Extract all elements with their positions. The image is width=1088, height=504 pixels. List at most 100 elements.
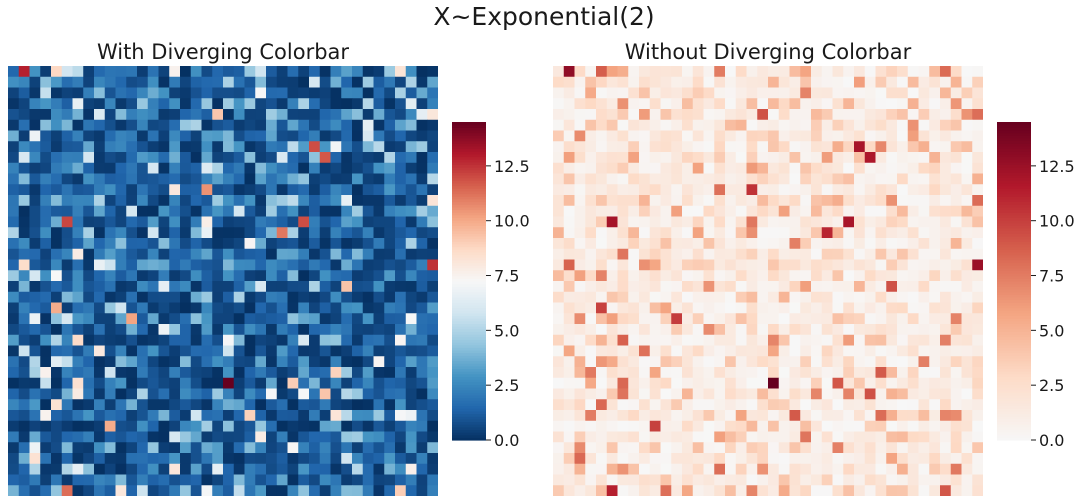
heatmap-cell bbox=[94, 227, 106, 239]
heatmap-cell bbox=[158, 119, 170, 131]
heatmap-cell bbox=[746, 76, 758, 88]
heatmap-cell bbox=[180, 313, 192, 325]
heatmap-cell bbox=[628, 119, 640, 131]
heatmap-cell bbox=[266, 367, 278, 379]
heatmap-cell bbox=[29, 420, 41, 432]
heatmap-cell bbox=[201, 195, 213, 207]
heatmap-cell bbox=[875, 453, 887, 465]
heatmap-cell bbox=[233, 420, 245, 432]
heatmap-cell bbox=[29, 66, 41, 78]
heatmap-cell bbox=[864, 420, 876, 432]
heatmap-cell bbox=[811, 270, 823, 282]
heatmap-cell bbox=[223, 291, 235, 303]
heatmap-cell bbox=[596, 87, 608, 99]
heatmap-cell bbox=[83, 119, 95, 131]
heatmap-cell bbox=[972, 463, 983, 475]
heatmap-cell bbox=[929, 216, 941, 228]
heatmap-cell bbox=[40, 453, 52, 465]
heatmap-cell bbox=[158, 367, 170, 379]
heatmap-cell bbox=[585, 66, 597, 78]
heatmap-cell bbox=[972, 334, 983, 346]
heatmap-cell bbox=[671, 66, 683, 78]
heatmap-cell bbox=[18, 291, 30, 303]
heatmap-cell bbox=[405, 238, 417, 250]
heatmap-cell bbox=[395, 485, 407, 496]
heatmap-cell bbox=[29, 453, 41, 465]
heatmap-cell bbox=[692, 87, 704, 99]
heatmap-cell bbox=[94, 410, 106, 422]
heatmap-cell bbox=[854, 324, 866, 336]
heatmap-cell bbox=[907, 410, 919, 422]
heatmap-cell bbox=[147, 109, 159, 121]
colorbar-swatch bbox=[997, 368, 1031, 372]
heatmap-cell bbox=[147, 485, 159, 496]
heatmap-cell bbox=[427, 216, 438, 228]
heatmap-cell bbox=[61, 76, 73, 88]
heatmap-cell bbox=[606, 195, 618, 207]
heatmap-cell bbox=[169, 410, 181, 422]
heatmap-cell bbox=[660, 98, 672, 110]
heatmap-cell bbox=[682, 367, 694, 379]
heatmap-cell bbox=[671, 98, 683, 110]
heatmap-cell bbox=[897, 442, 909, 454]
heatmap-cell bbox=[617, 130, 629, 142]
heatmap-cell bbox=[352, 76, 364, 88]
heatmap-cell bbox=[362, 216, 374, 228]
heatmap-cell bbox=[158, 184, 170, 196]
heatmap-cell bbox=[61, 119, 73, 131]
heatmap-cell bbox=[40, 248, 52, 260]
heatmap-cell bbox=[137, 248, 149, 260]
colorbar-swatch bbox=[997, 349, 1031, 354]
heatmap-cell bbox=[617, 420, 629, 432]
heatmap-cell bbox=[703, 420, 715, 432]
heatmap-cell bbox=[596, 98, 608, 110]
heatmap-cell bbox=[212, 66, 224, 78]
heatmap-cell bbox=[223, 367, 235, 379]
heatmap-cell bbox=[8, 334, 20, 346]
heatmap-cell bbox=[886, 141, 898, 153]
heatmap-cell bbox=[843, 463, 855, 475]
heatmap-cell bbox=[778, 410, 790, 422]
heatmap-cell bbox=[104, 302, 116, 314]
heatmap-cell bbox=[158, 324, 170, 336]
heatmap-cell bbox=[276, 173, 288, 185]
colorbar-swatch bbox=[452, 193, 486, 197]
heatmap-cell bbox=[352, 367, 364, 379]
heatmap-cell bbox=[886, 377, 898, 389]
heatmap-cell bbox=[180, 431, 192, 443]
heatmap-cell bbox=[929, 453, 941, 465]
heatmap-cell bbox=[190, 152, 202, 164]
heatmap-cell bbox=[864, 184, 876, 196]
heatmap-cell bbox=[757, 98, 769, 110]
heatmap-cell bbox=[585, 420, 597, 432]
heatmap-cell bbox=[703, 313, 715, 325]
heatmap-cell bbox=[929, 388, 941, 400]
heatmap-cell bbox=[961, 356, 973, 368]
heatmap-cell bbox=[735, 76, 747, 88]
heatmap-cell bbox=[319, 313, 331, 325]
heatmap-cell bbox=[692, 345, 704, 357]
heatmap-cell bbox=[821, 442, 833, 454]
heatmap-cell bbox=[950, 66, 962, 78]
heatmap-cell bbox=[843, 324, 855, 336]
colorbar-swatch bbox=[452, 217, 486, 221]
heatmap-cell bbox=[961, 388, 973, 400]
heatmap-cell bbox=[83, 302, 95, 314]
heatmap-cell bbox=[51, 356, 63, 368]
heatmap-cell bbox=[72, 420, 84, 432]
heatmap-cell bbox=[886, 345, 898, 357]
heatmap-cell bbox=[854, 388, 866, 400]
heatmap-cell bbox=[18, 87, 30, 99]
heatmap-cell bbox=[832, 367, 844, 379]
heatmap-cell bbox=[276, 76, 288, 88]
colorbar-swatch bbox=[452, 392, 486, 396]
heatmap-cell bbox=[671, 259, 683, 271]
colorbar-tick-label: 0.0 bbox=[1039, 431, 1064, 450]
heatmap-cell bbox=[875, 377, 887, 389]
heatmap-cell bbox=[596, 388, 608, 400]
heatmap-cell bbox=[972, 173, 983, 185]
heatmap-cell bbox=[940, 345, 952, 357]
heatmap-cell bbox=[72, 291, 84, 303]
heatmap-cell bbox=[682, 173, 694, 185]
heatmap-cell bbox=[384, 66, 396, 78]
